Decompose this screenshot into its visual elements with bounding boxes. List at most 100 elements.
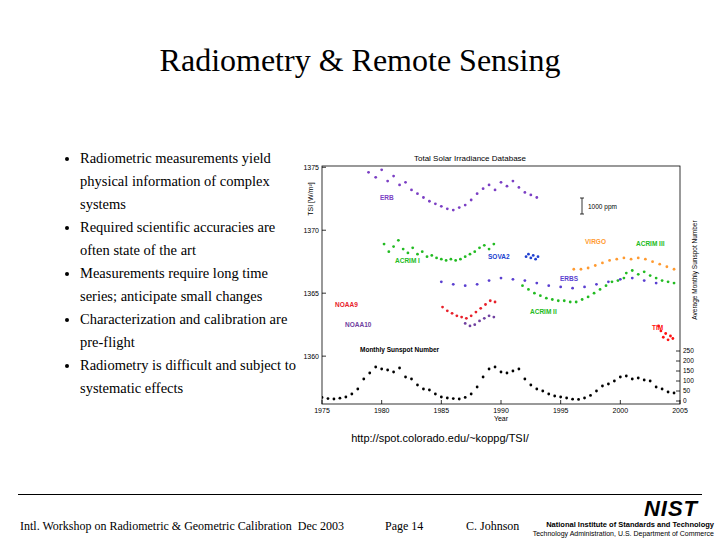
data-point <box>571 287 574 290</box>
y2-tick-label: 150 <box>683 367 694 374</box>
data-point <box>476 192 479 195</box>
data-point <box>623 277 626 280</box>
y2-tick-label: 0 <box>683 397 687 404</box>
data-point <box>671 337 674 340</box>
data-point <box>521 284 524 287</box>
data-point <box>651 260 654 263</box>
data-point <box>539 294 542 297</box>
data-point <box>541 390 544 393</box>
data-point <box>644 258 647 261</box>
series <box>572 257 675 271</box>
scale-bar-cap <box>580 214 584 215</box>
data-point <box>494 366 497 369</box>
data-point <box>583 397 586 400</box>
y2-tick-label: 250 <box>683 347 694 354</box>
data-point <box>595 283 598 286</box>
data-point <box>470 199 473 202</box>
x-tick-label: 1975 <box>314 407 330 414</box>
data-point <box>667 338 670 341</box>
data-point <box>637 257 640 260</box>
y2-tick-label: 100 <box>683 377 694 384</box>
series <box>367 168 538 211</box>
series <box>464 314 495 327</box>
plot-frame <box>322 166 680 404</box>
x-tick <box>560 400 561 404</box>
series <box>441 299 496 319</box>
data-point <box>619 376 622 379</box>
data-point <box>523 279 526 282</box>
data-point <box>469 253 472 256</box>
y2-tick <box>676 391 680 392</box>
y-tick-label: 1365 <box>303 290 319 297</box>
x-tick-label: 1990 <box>493 407 509 414</box>
data-point <box>374 176 377 179</box>
data-point <box>655 277 658 280</box>
data-point <box>527 288 530 291</box>
data-point <box>458 398 461 401</box>
data-point <box>673 392 676 395</box>
data-point <box>673 282 676 285</box>
y2-tick-label: 200 <box>683 357 694 364</box>
data-point <box>506 372 509 375</box>
y-tick <box>322 167 326 168</box>
data-point <box>529 384 532 387</box>
series-label: VIRGO <box>585 238 606 245</box>
data-point <box>421 250 424 253</box>
data-point <box>446 309 449 312</box>
data-point <box>492 243 495 246</box>
data-point <box>581 298 584 301</box>
data-point <box>449 258 452 261</box>
data-point <box>575 301 578 304</box>
data-point <box>460 316 463 319</box>
x-tick <box>501 400 502 404</box>
data-point <box>577 398 580 401</box>
data-point <box>535 388 538 391</box>
x-tick-label: 1980 <box>374 407 390 414</box>
data-point <box>350 393 353 396</box>
data-point <box>643 279 646 282</box>
footer-rule <box>18 494 702 495</box>
series-label: TIM <box>652 324 663 331</box>
data-point <box>488 183 491 186</box>
data-point <box>565 397 568 400</box>
data-point <box>445 259 448 262</box>
data-point <box>529 257 532 260</box>
x-tick <box>441 400 442 404</box>
data-point <box>362 378 365 381</box>
y-axis-title: TSI [W/m²] <box>307 182 315 215</box>
data-point <box>608 259 611 262</box>
data-point <box>465 317 468 320</box>
data-point <box>422 196 425 199</box>
series-label: ERB <box>380 194 394 201</box>
data-point <box>440 396 443 399</box>
data-point <box>397 239 400 242</box>
data-point <box>430 254 433 257</box>
data-point <box>583 285 586 288</box>
data-point <box>392 175 395 178</box>
data-point <box>469 325 472 328</box>
data-point <box>479 307 482 310</box>
data-point <box>322 396 323 399</box>
nist-organization: National Institute of Standards and Tech… <box>546 520 714 529</box>
data-point <box>488 368 491 371</box>
nist-logo: NIST <box>644 496 698 522</box>
data-point <box>356 388 359 391</box>
data-point <box>649 274 652 277</box>
data-point <box>615 258 618 261</box>
data-point <box>655 282 658 285</box>
data-point <box>380 368 383 371</box>
data-point <box>454 259 457 262</box>
data-point <box>410 189 413 192</box>
y2-tick <box>676 371 680 372</box>
data-point <box>518 368 521 371</box>
data-point <box>613 380 616 383</box>
data-point <box>589 394 592 397</box>
data-point <box>383 243 386 246</box>
data-point <box>488 248 491 251</box>
data-point <box>506 185 509 188</box>
x-tick-label: 2005 <box>672 407 688 414</box>
data-point <box>368 372 371 375</box>
data-point <box>452 283 455 286</box>
data-point <box>662 336 665 339</box>
data-point <box>525 255 528 258</box>
